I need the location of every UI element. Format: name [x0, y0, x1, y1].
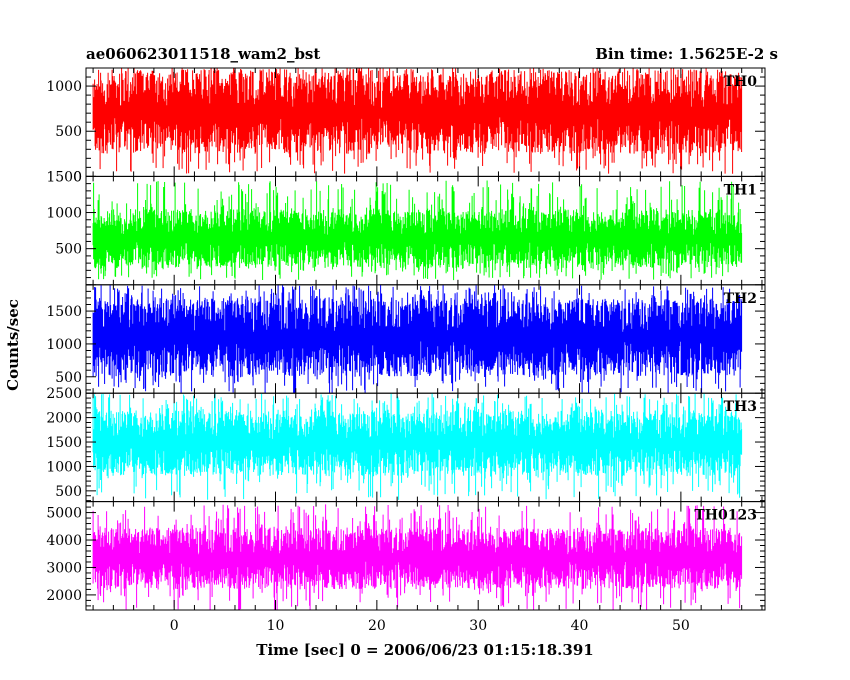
panel-th1-ytick-label: 1000: [46, 206, 82, 222]
panel-th0123-frame: [85, 501, 766, 611]
x-tick-label: 40: [571, 618, 589, 634]
panel-th2-label: TH2: [724, 291, 757, 307]
series-th3-trace: [92, 393, 743, 500]
panel-th3-ytick-label: 2500: [46, 386, 82, 402]
panel-th0-ytick-label: 0: [73, 169, 82, 185]
panel-th2-ytick-label: 500: [55, 370, 82, 386]
panel-th0123-ytick-label: 2000: [46, 588, 82, 604]
series-th0-trace: [92, 68, 743, 174]
panel-th0123-ytick-label: 4000: [46, 533, 82, 549]
panel-th3-ytick-label: 500: [55, 484, 82, 500]
x-tick-label: 30: [469, 618, 487, 634]
panel-th3-label: TH3: [724, 399, 757, 415]
panel-th3-ytick-label: 1500: [46, 435, 82, 451]
panel-th0123-label: TH0123: [694, 508, 757, 524]
panel-th1-label: TH1: [724, 182, 757, 198]
panel-th2-ytick-label: 1000: [46, 337, 82, 353]
x-axis-label: Time [sec] 0 = 2006/06/23 01:15:18.391: [256, 641, 593, 659]
series-th0123-trace: [92, 504, 743, 610]
x-tick-label: 10: [267, 618, 285, 634]
bin-time-label: Bin time: 1.5625E-2 s: [595, 45, 778, 63]
panel-th1-ytick-label: 500: [55, 242, 82, 258]
panel-th0-label: TH0: [724, 74, 758, 90]
chart-title: ae060623011518_wam2_bst: [86, 45, 320, 63]
panel-th2-ytick-label: 1500: [46, 304, 82, 320]
series-th2-trace: [92, 284, 743, 394]
panel-th0123-ytick-label: 5000: [46, 506, 82, 522]
panel-th0123-ytick-label: 3000: [46, 560, 82, 576]
panel-th3-ytick-label: 2000: [46, 411, 82, 427]
x-tick-label: 0: [170, 618, 179, 634]
panel-th1-ytick-label: 1500: [46, 169, 82, 185]
panel-th0-ytick-label: 500: [55, 124, 82, 140]
x-tick-label: 20: [368, 618, 386, 634]
series-th1-trace: [92, 180, 743, 281]
x-tick-label: 50: [672, 618, 690, 634]
y-axis-label: Counts/sec: [4, 299, 22, 391]
panel-th3-ytick-label: 1000: [46, 459, 82, 475]
panel-th0-ytick-label: 1000: [46, 79, 82, 95]
